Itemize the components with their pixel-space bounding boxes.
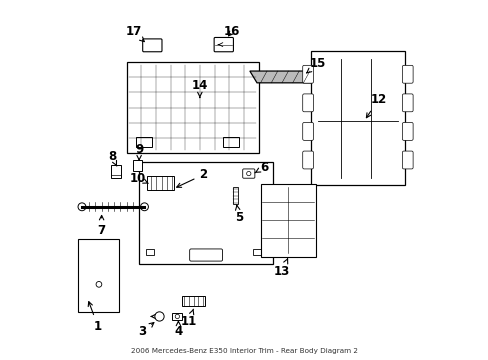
FancyBboxPatch shape (172, 313, 182, 320)
Circle shape (175, 314, 179, 319)
FancyBboxPatch shape (302, 94, 313, 112)
FancyBboxPatch shape (310, 51, 405, 185)
Text: 7: 7 (97, 215, 105, 237)
FancyBboxPatch shape (214, 37, 233, 52)
FancyBboxPatch shape (302, 151, 313, 169)
FancyBboxPatch shape (146, 249, 154, 255)
Text: 5: 5 (235, 205, 243, 224)
Text: 2: 2 (176, 168, 207, 187)
FancyBboxPatch shape (139, 162, 272, 264)
Circle shape (140, 203, 148, 211)
FancyBboxPatch shape (402, 65, 412, 83)
Text: 14: 14 (191, 79, 207, 98)
FancyBboxPatch shape (189, 249, 222, 261)
FancyBboxPatch shape (223, 137, 239, 147)
Text: 16: 16 (224, 25, 240, 38)
FancyBboxPatch shape (402, 94, 412, 112)
FancyBboxPatch shape (402, 122, 412, 140)
Text: 6: 6 (254, 161, 268, 174)
Text: 15: 15 (306, 57, 325, 73)
FancyBboxPatch shape (233, 187, 237, 204)
Text: 13: 13 (273, 259, 289, 278)
FancyBboxPatch shape (142, 39, 162, 52)
FancyBboxPatch shape (110, 165, 121, 178)
FancyBboxPatch shape (147, 176, 174, 190)
Text: 9: 9 (135, 143, 143, 160)
FancyBboxPatch shape (78, 239, 119, 312)
FancyBboxPatch shape (260, 184, 315, 257)
Polygon shape (249, 71, 321, 83)
Text: 3: 3 (138, 323, 154, 338)
Text: 11: 11 (181, 309, 197, 328)
FancyBboxPatch shape (126, 62, 258, 153)
FancyBboxPatch shape (135, 137, 151, 147)
Circle shape (155, 312, 164, 321)
FancyBboxPatch shape (402, 151, 412, 169)
Text: 17: 17 (125, 25, 144, 42)
FancyBboxPatch shape (302, 65, 313, 83)
Text: 2006 Mercedes-Benz E350 Interior Trim - Rear Body Diagram 2: 2006 Mercedes-Benz E350 Interior Trim - … (131, 348, 357, 354)
FancyBboxPatch shape (133, 159, 142, 171)
FancyBboxPatch shape (242, 169, 254, 178)
Text: 1: 1 (88, 302, 102, 333)
Text: 12: 12 (366, 93, 386, 118)
Circle shape (78, 203, 86, 211)
FancyBboxPatch shape (182, 296, 205, 306)
Circle shape (246, 171, 250, 176)
Circle shape (96, 282, 102, 287)
FancyBboxPatch shape (302, 122, 313, 140)
Text: 4: 4 (174, 321, 182, 338)
Text: 10: 10 (129, 172, 148, 185)
FancyBboxPatch shape (253, 249, 261, 255)
Text: 8: 8 (108, 150, 117, 166)
